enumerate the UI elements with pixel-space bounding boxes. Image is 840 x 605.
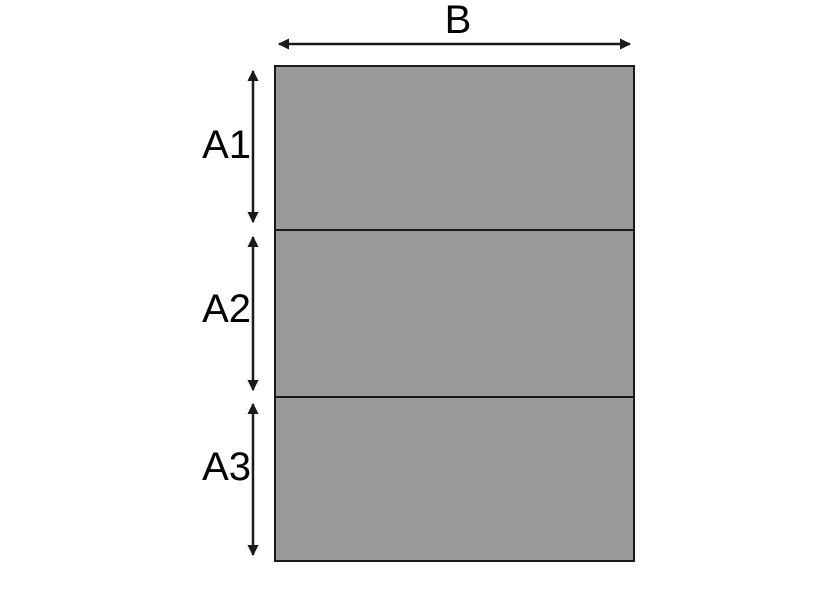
panel-rect xyxy=(274,65,635,562)
a2-label: A2 xyxy=(202,287,251,331)
a3-label: A3 xyxy=(202,445,251,489)
section-a3-dimension: A3 xyxy=(202,402,259,557)
width-dimension: B xyxy=(277,0,632,50)
a1-label: A1 xyxy=(202,123,251,167)
section-a1-dimension: A1 xyxy=(202,69,259,224)
section-a2-dimension: A2 xyxy=(202,235,259,392)
width-label: B xyxy=(445,0,472,42)
